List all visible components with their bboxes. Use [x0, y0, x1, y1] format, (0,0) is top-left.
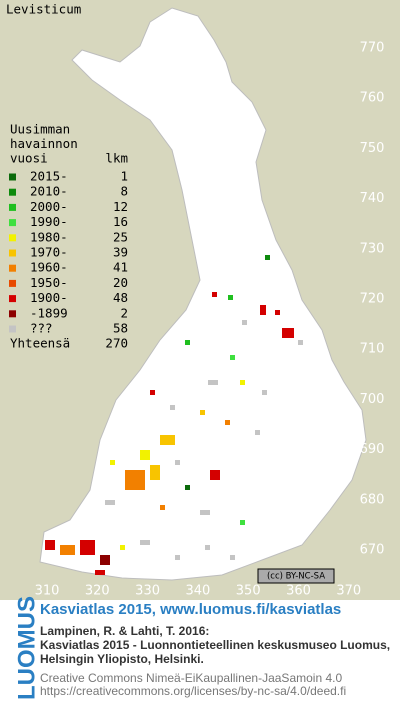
legend-count: 16	[113, 214, 128, 229]
x-grid-label: 340	[185, 584, 210, 599]
legend-count: 41	[113, 260, 128, 275]
legend-label: -1899	[30, 305, 68, 320]
legend-total: 270	[105, 336, 128, 351]
legend-label: 2010-	[30, 184, 68, 199]
y-grid-label: 750	[360, 141, 385, 156]
legend-heading: Uusimman	[10, 122, 70, 137]
legend-count: 48	[113, 290, 128, 305]
map-title: Levisticum	[6, 2, 81, 17]
legend-swatch	[9, 188, 16, 196]
y-grid-label: 700	[360, 392, 385, 407]
legend-label: 2000-	[30, 199, 68, 214]
logo: LUOMUS	[13, 596, 40, 700]
legend-heading: havainnon	[10, 136, 78, 151]
legend-count-heading: lkm	[105, 151, 128, 166]
legend-swatch	[9, 249, 16, 257]
legend-swatch	[9, 234, 16, 242]
legend-swatch	[9, 325, 16, 333]
y-grid-label: 760	[360, 91, 385, 106]
legend-count: 8	[120, 184, 128, 199]
legend-total-label: Yhteensä	[10, 336, 70, 351]
legend-count: 20	[113, 275, 128, 290]
legend-count: 12	[113, 199, 128, 214]
license-line: Creative Commons Nimeä-EiKaupallinen-Jaa…	[40, 671, 342, 685]
legend-label: 2015-	[30, 169, 68, 184]
legend-label: 1950-	[30, 275, 68, 290]
legend-swatch	[9, 219, 16, 227]
legend-label: 1900-	[30, 290, 68, 305]
license-badge-text: (cc) BY-NC-SA	[267, 572, 325, 582]
citation-line: Lampinen, R. & Lahti, T. 2016:	[40, 624, 209, 638]
legend-swatch	[9, 310, 16, 318]
x-grid-label: 310	[35, 584, 60, 599]
legend-label: ???	[30, 321, 53, 336]
legend-swatch	[9, 279, 16, 287]
legend-label: 1960-	[30, 260, 68, 275]
y-grid-label: 740	[360, 191, 385, 206]
legend-count: 58	[113, 321, 128, 336]
footer-link: Kasviatlas 2015, www.luomus.fi/kasviatla…	[40, 601, 341, 618]
citation-line: Kasviatlas 2015 - Luonnontieteellinen ke…	[40, 638, 390, 652]
x-grid-label: 320	[85, 584, 110, 599]
legend-swatch	[9, 173, 16, 181]
y-grid-label: 680	[360, 492, 385, 507]
legend-label: 1980-	[30, 229, 68, 244]
legend-swatch	[9, 203, 16, 211]
legend-swatch	[9, 295, 16, 303]
legend-count: 1	[120, 169, 128, 184]
y-grid-label: 770	[360, 41, 385, 56]
x-grid-label: 370	[336, 584, 361, 599]
finland-outline	[39, 7, 367, 581]
y-grid-label: 670	[360, 543, 385, 558]
observation-squares	[45, 255, 303, 575]
legend-count: 39	[113, 245, 128, 260]
legend-swatch	[9, 264, 16, 272]
license-badge: (cc) BY-NC-SA	[257, 568, 335, 584]
legend-label: 1970-	[30, 245, 68, 260]
legend-heading: vuosi	[10, 151, 48, 166]
y-grid-label: 690	[360, 442, 385, 457]
y-grid-label: 710	[360, 342, 385, 357]
citation-line: Helsingin Yliopisto, Helsinki.	[40, 652, 204, 666]
y-grid-label: 720	[360, 292, 385, 307]
license-line: https://creativecommons.org/licenses/by-…	[40, 684, 346, 698]
legend-count: 25	[113, 229, 128, 244]
legend-count: 2	[120, 305, 128, 320]
x-grid-label: 360	[286, 584, 311, 599]
x-grid-label: 350	[236, 584, 261, 599]
legend-label: 1990-	[30, 214, 68, 229]
y-grid-label: 730	[360, 241, 385, 256]
x-grid-label: 330	[135, 584, 160, 599]
